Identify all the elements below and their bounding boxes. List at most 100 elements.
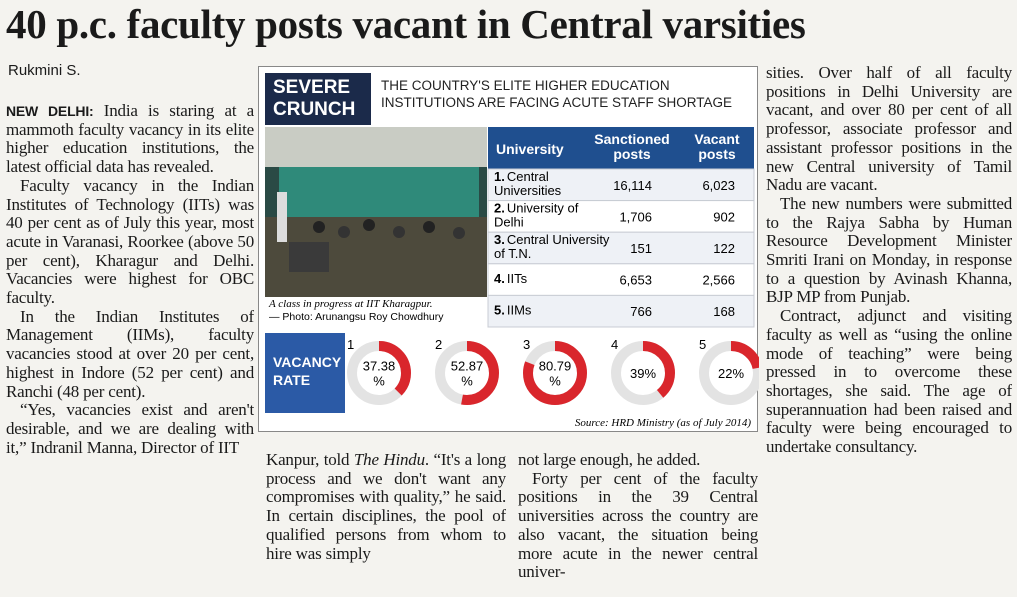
paragraph: not large enough, he added. bbox=[518, 451, 758, 470]
rate-label: 37.38 bbox=[363, 359, 396, 374]
rate-label: 52.87 bbox=[451, 359, 484, 374]
column: sities. Over half of all faculty positio… bbox=[766, 64, 1012, 597]
row-name: Central University bbox=[507, 232, 610, 247]
table-header-word: posts bbox=[698, 146, 736, 162]
text-run: Forty per cent of the faculty positions … bbox=[518, 468, 758, 582]
table-cell: 16,114 bbox=[613, 178, 652, 193]
table-cell: 766 bbox=[630, 304, 652, 319]
rate-label: 80.79 bbox=[539, 359, 572, 374]
tag-line: CRUNCH bbox=[273, 99, 355, 120]
text-run: Contract, adjunct and visiting faculty a… bbox=[766, 306, 1012, 457]
rate-number: 2 bbox=[435, 337, 442, 352]
table-header-bg bbox=[488, 127, 754, 169]
row-name: IITs bbox=[507, 271, 528, 286]
table-cell-name: 1. Central Universities bbox=[494, 169, 562, 198]
dateline: NEW DELHI: bbox=[6, 103, 94, 119]
source: Source: HRD Ministry (as of July 2014) bbox=[575, 417, 752, 429]
rate-number: 5 bbox=[699, 337, 706, 352]
row-name: Central bbox=[507, 169, 549, 184]
photo-caption: A class in progress at IIT Kharagpur. bbox=[268, 298, 433, 310]
paragraph: “Yes, vacancies exist and aren't desirab… bbox=[6, 400, 254, 457]
paragraph: Forty per cent of the faculty positions … bbox=[518, 468, 758, 582]
graphic-heading: THE COUNTRY'S ELITE HIGHER EDUCATION INS… bbox=[381, 78, 733, 110]
ring-value bbox=[347, 341, 411, 405]
rate-label: % bbox=[373, 374, 385, 389]
paragraph: Faculty vacancy in the Indian Institutes… bbox=[6, 175, 254, 308]
table-cell-name: 4. IITs bbox=[494, 271, 528, 286]
paragraph: In the Indian Institutes of Management (… bbox=[6, 306, 254, 402]
ring-value bbox=[523, 341, 587, 405]
row-name-cont: of T.N. bbox=[494, 246, 531, 261]
paragraph: The new numbers were submitted to the Ra… bbox=[766, 193, 1012, 307]
rate-label: 39% bbox=[630, 366, 656, 381]
row-name-cont: Universities bbox=[494, 183, 562, 198]
table-row-bg bbox=[487, 263, 755, 296]
table-header: Sanctioned posts bbox=[594, 131, 669, 162]
table-cell-name: 2. University of Delhi bbox=[494, 201, 579, 230]
paragraph: Contract, adjunct and visiting faculty a… bbox=[766, 306, 1012, 457]
vacancy-tag-line: RATE bbox=[273, 372, 310, 388]
table-cell: 151 bbox=[630, 241, 652, 256]
text-run: sities. Over half of all faculty positio… bbox=[766, 64, 1012, 195]
row-number: 4. bbox=[494, 271, 505, 286]
info-graphic: SEVERE CRUNCH THE COUNTRY'S ELITE HIGHER… bbox=[258, 66, 763, 432]
vacancy-tag-line: VACANCY bbox=[273, 354, 342, 370]
table-row-bg bbox=[487, 294, 755, 328]
tag-line: SEVERE bbox=[273, 77, 350, 98]
text-run: India is staring at a mammoth faculty va… bbox=[6, 102, 254, 177]
row-number: 5. bbox=[494, 302, 505, 317]
photo bbox=[265, 127, 487, 297]
row-number: 3. bbox=[494, 232, 505, 247]
paragraph: sities. Over half of all faculty positio… bbox=[766, 64, 1012, 195]
row-name: University of bbox=[507, 201, 579, 216]
table-header-word: posts bbox=[613, 146, 651, 162]
ring-value bbox=[611, 341, 675, 405]
table-header-word: Sanctioned bbox=[594, 131, 669, 147]
text-run: In the Indian Institutes of Management (… bbox=[6, 306, 254, 401]
table-row-bg bbox=[487, 168, 755, 202]
table-cell-name: 3. Central University of T.N. bbox=[494, 232, 610, 261]
rate-label: 22% bbox=[718, 366, 744, 381]
heading-wrap: THE COUNTRY'S ELITE HIGHER EDUCATION INS… bbox=[381, 78, 733, 110]
table-cell: 122 bbox=[713, 241, 735, 256]
byline: Rukmini S. bbox=[8, 62, 81, 79]
rate-number: 1 bbox=[347, 337, 354, 352]
tag-box bbox=[265, 73, 371, 125]
table-cell: 2,566 bbox=[702, 273, 735, 288]
row-number: 2. bbox=[494, 201, 505, 216]
text-run: “Yes, vacancies exist and aren't desirab… bbox=[6, 400, 254, 457]
table-header-word: Vacant bbox=[694, 131, 739, 147]
table-cell-name: 5. IIMs bbox=[494, 302, 532, 317]
photo-credit: — Photo: Arunangsu Roy Chowdhury bbox=[269, 311, 444, 323]
rate-label: % bbox=[549, 374, 561, 389]
row-name-cont: Delhi bbox=[494, 215, 524, 230]
text-run: Faculty vacancy in the Indian Institutes… bbox=[6, 175, 254, 308]
rate-number: 4 bbox=[611, 337, 618, 352]
table-header: University bbox=[496, 141, 564, 157]
headline: 40 p.c. faculty posts vacant in Central … bbox=[6, 1, 806, 47]
table-cell: 1,706 bbox=[619, 209, 652, 224]
text-run: The new numbers were submitted to the Ra… bbox=[766, 193, 1012, 307]
column: NEW DELHI: India is staring at a mammoth… bbox=[6, 102, 254, 597]
text-run: not large enough, he added. bbox=[518, 451, 701, 469]
text-run: . “It's a long process and we don't want… bbox=[266, 451, 506, 563]
table-cell: 6,653 bbox=[619, 273, 652, 288]
text-run: Kanpur, told bbox=[266, 451, 354, 469]
table-cell: 902 bbox=[713, 209, 735, 224]
paragraph: Kanpur, told The Hindu. “It's a long pro… bbox=[266, 451, 506, 563]
row-name: IIMs bbox=[507, 302, 532, 317]
paragraph: NEW DELHI: India is staring at a mammoth… bbox=[6, 102, 254, 177]
ring-value bbox=[699, 341, 763, 405]
table-row-bg bbox=[487, 200, 755, 233]
column: not large enough, he added. Forty per cen… bbox=[518, 451, 758, 597]
ring-value bbox=[435, 341, 499, 405]
rate-label: % bbox=[461, 374, 473, 389]
table-header: Vacant posts bbox=[694, 131, 739, 162]
column: Kanpur, told The Hindu. “It's a long pro… bbox=[266, 451, 506, 597]
vacancy-tag-box bbox=[265, 333, 345, 413]
row-number: 1. bbox=[494, 169, 505, 184]
table-cell: 168 bbox=[713, 304, 735, 319]
graphic-canvas: SEVERE CRUNCH THE COUNTRY'S ELITE HIGHER… bbox=[265, 73, 763, 429]
rate-number: 3 bbox=[523, 337, 530, 352]
